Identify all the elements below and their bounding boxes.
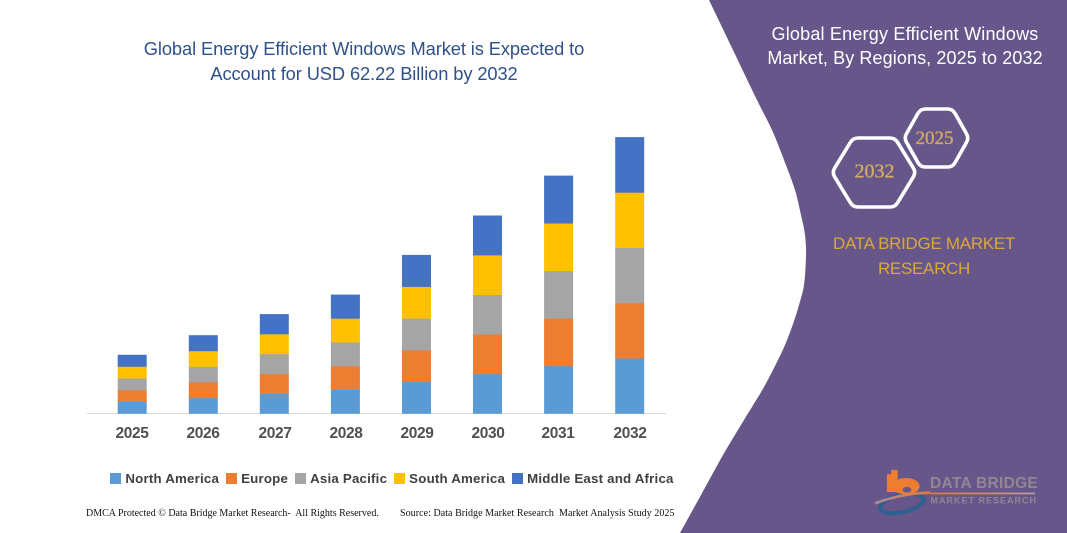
- svg-text:2032: 2032: [855, 161, 895, 183]
- svg-text:MARKET RESEARCH: MARKET RESEARCH: [931, 495, 1038, 505]
- svg-text:DATA BRIDGE: DATA BRIDGE: [930, 475, 1038, 492]
- svg-text:2025: 2025: [916, 128, 954, 149]
